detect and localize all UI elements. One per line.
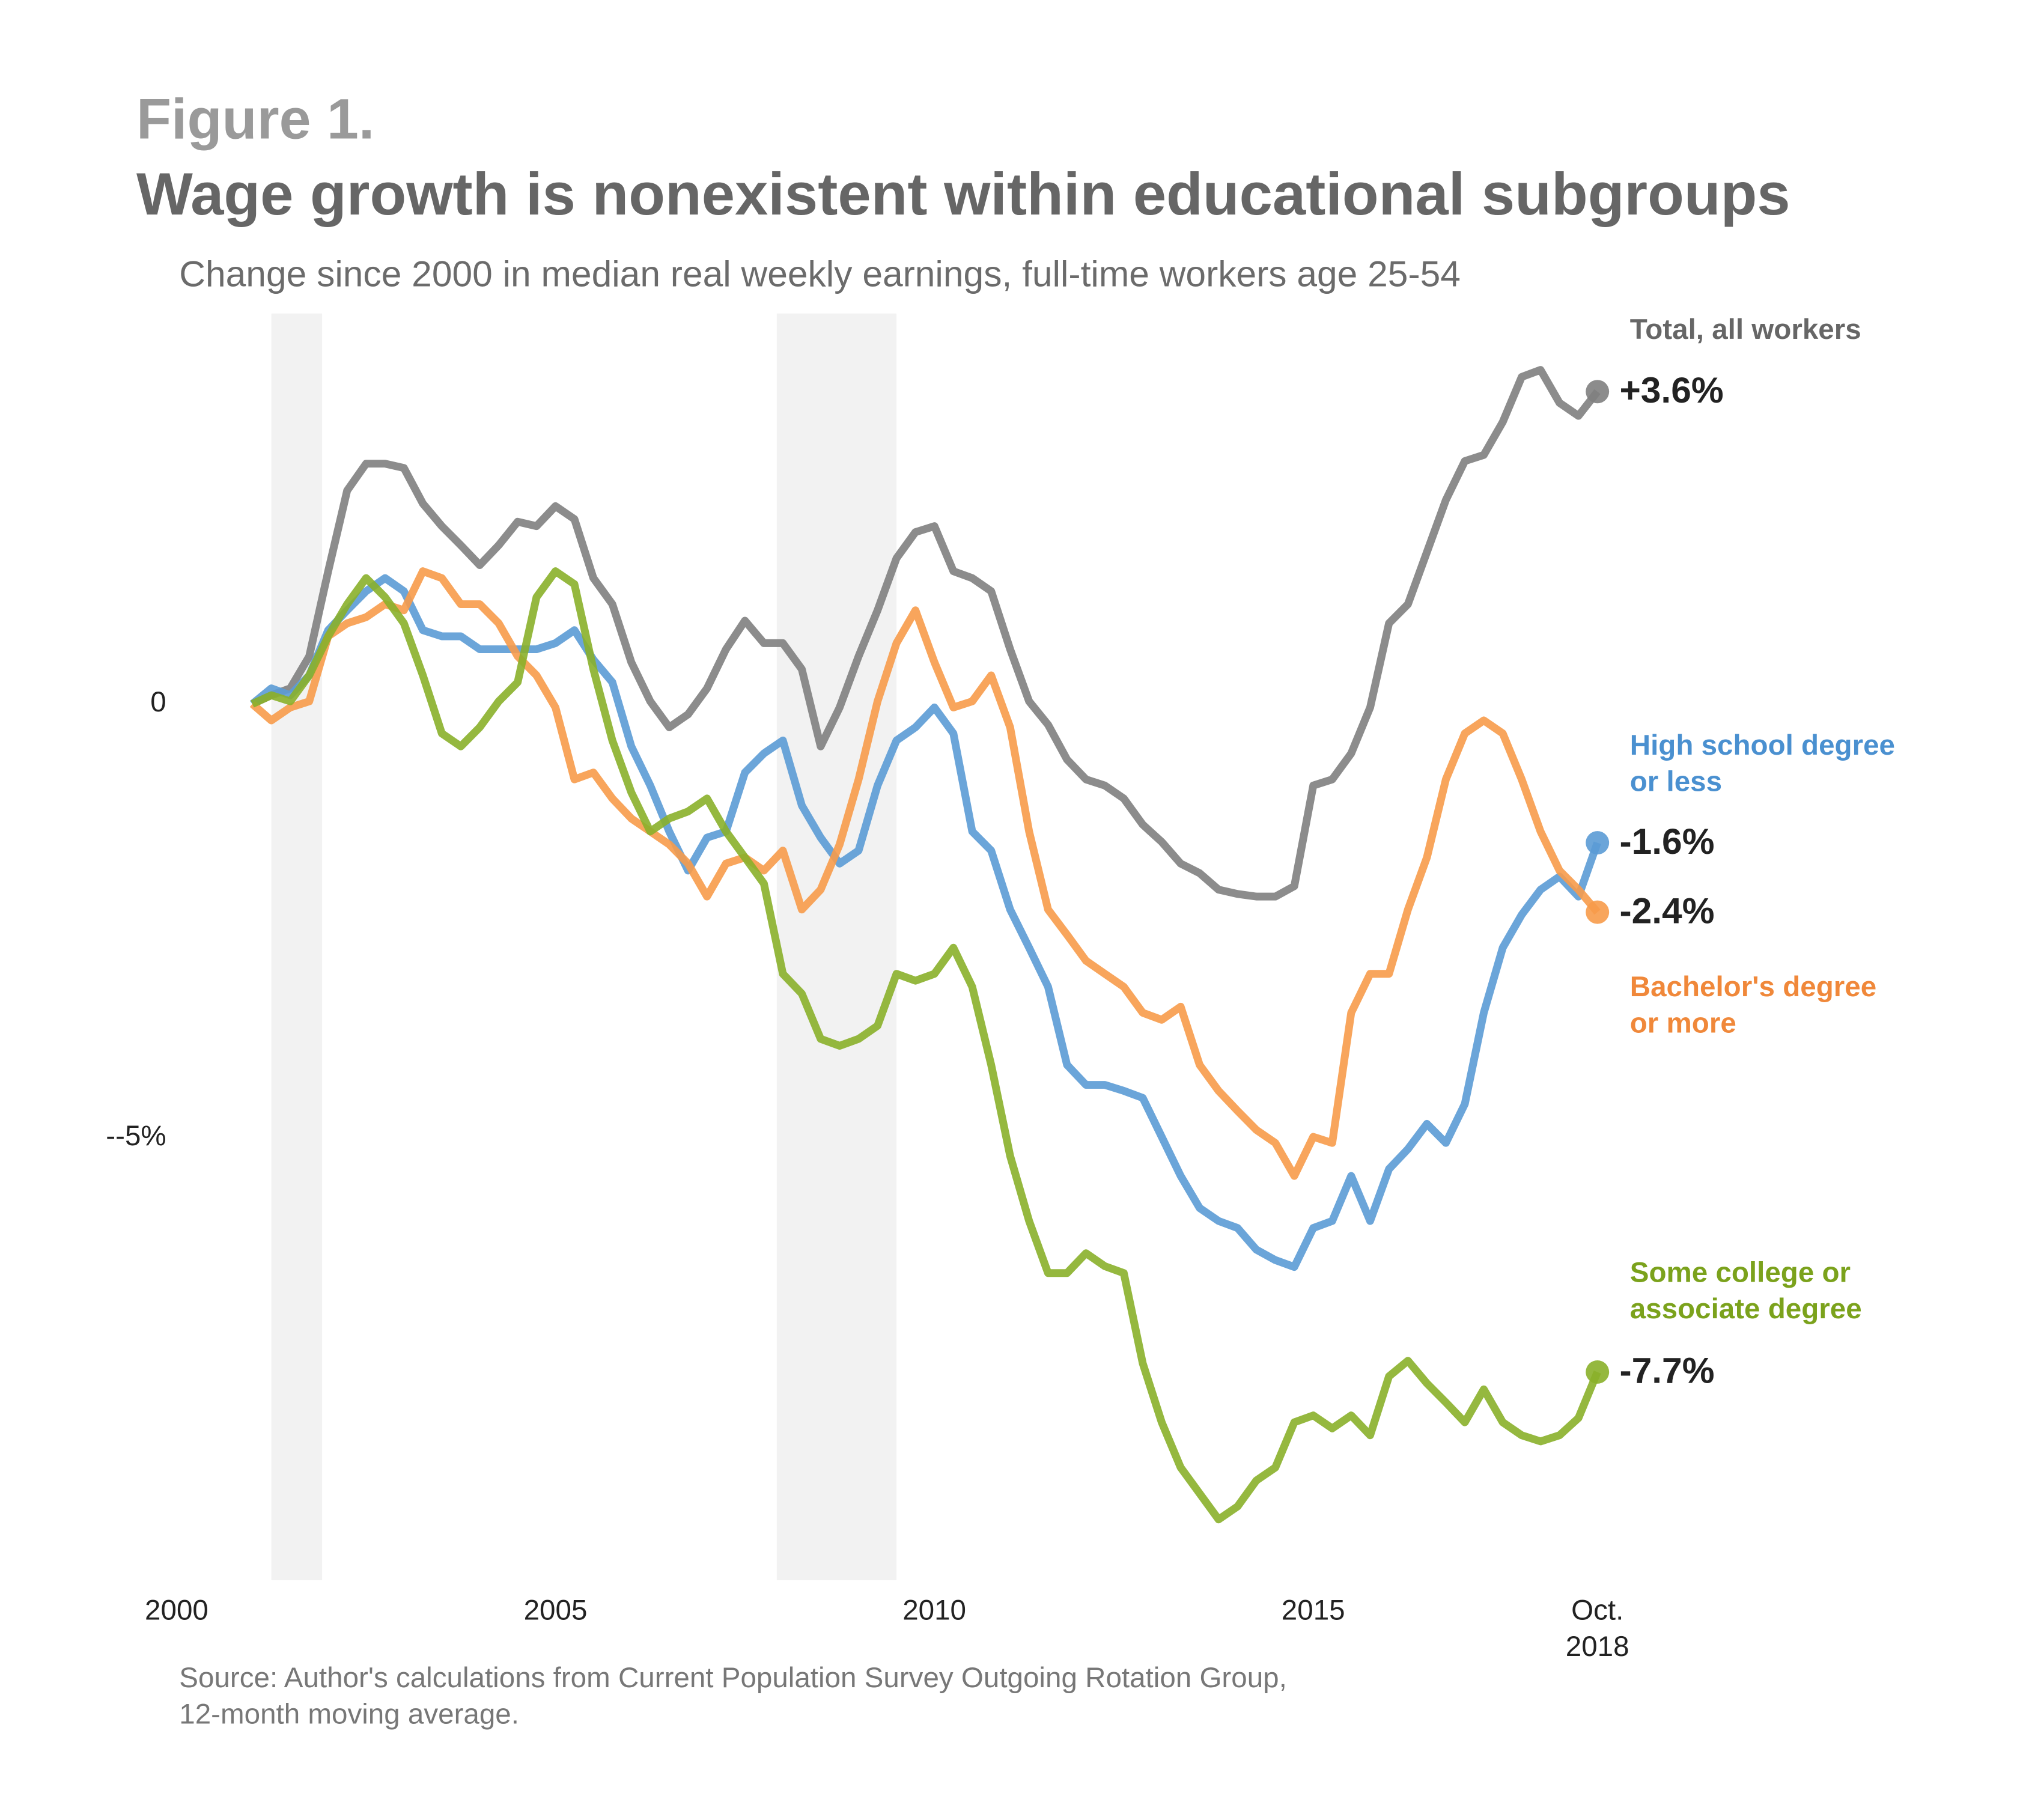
figure-label: Figure 1.	[136, 87, 374, 151]
series-line	[249, 567, 1601, 1180]
chart-title: Wage growth is nonexistent within educat…	[136, 161, 1790, 228]
recession-shade	[271, 313, 323, 1580]
y-tick-label: 0	[150, 686, 166, 718]
shades	[271, 313, 897, 1580]
y-tick-label: --5%	[106, 1120, 166, 1152]
legend-label: Total, all workers	[1629, 312, 1861, 345]
legend-label: High school degree or less	[1629, 728, 1896, 798]
lines	[249, 366, 1610, 1524]
legend-label-box: Some college or associate degree	[1629, 1256, 1862, 1325]
legend-label: Some college or associate degree	[1629, 1256, 1862, 1325]
end-value-label: -2.4%	[1619, 890, 1714, 931]
x-tick-label: 2000	[145, 1593, 208, 1627]
series-line	[251, 567, 1601, 1524]
x-tick-label: Oct. 2018	[1565, 1593, 1629, 1663]
x-tick-label-box: 2000	[145, 1593, 208, 1627]
labels: 0 --5% 2000 2005 2010 2015 Oct. 2018 +3.6% Total…	[106, 312, 1896, 1730]
x-tick-label-box: 2005	[523, 1593, 588, 1627]
end-marker	[1586, 900, 1610, 924]
source-note: Source: Author's calculations from Curre…	[179, 1661, 1287, 1730]
legend-label: Bachelor's degree or more	[1629, 970, 1877, 1039]
legend-label-box: Total, all workers	[1629, 312, 1861, 345]
x-tick-label: 2010	[902, 1593, 967, 1627]
recession-shade	[776, 313, 897, 1580]
x-tick-label-box: 2015	[1281, 1593, 1345, 1627]
end-value-label: -1.6%	[1619, 821, 1714, 862]
end-value-label: +3.6%	[1619, 370, 1723, 410]
series-line	[251, 366, 1601, 901]
legend-label-box: High school degree or less	[1629, 728, 1896, 798]
end-marker	[1586, 831, 1610, 855]
x-tick-label: 2005	[523, 1593, 588, 1627]
x-tick-label-box: Oct. 2018	[1565, 1593, 1629, 1663]
end-marker	[1586, 380, 1610, 404]
x-tick-label-box: 2010	[902, 1593, 967, 1627]
series-line	[249, 574, 1601, 1271]
source-note-box: Source: Author's calculations from Curre…	[179, 1661, 1287, 1730]
end-marker	[1586, 1360, 1610, 1384]
x-tick-label: 2015	[1281, 1593, 1345, 1627]
legend-label-box: Bachelor's degree or more	[1629, 970, 1877, 1039]
end-value-label: -7.7%	[1619, 1350, 1714, 1391]
chart-subtitle: Change since 2000 in median real weekly …	[179, 253, 1461, 294]
